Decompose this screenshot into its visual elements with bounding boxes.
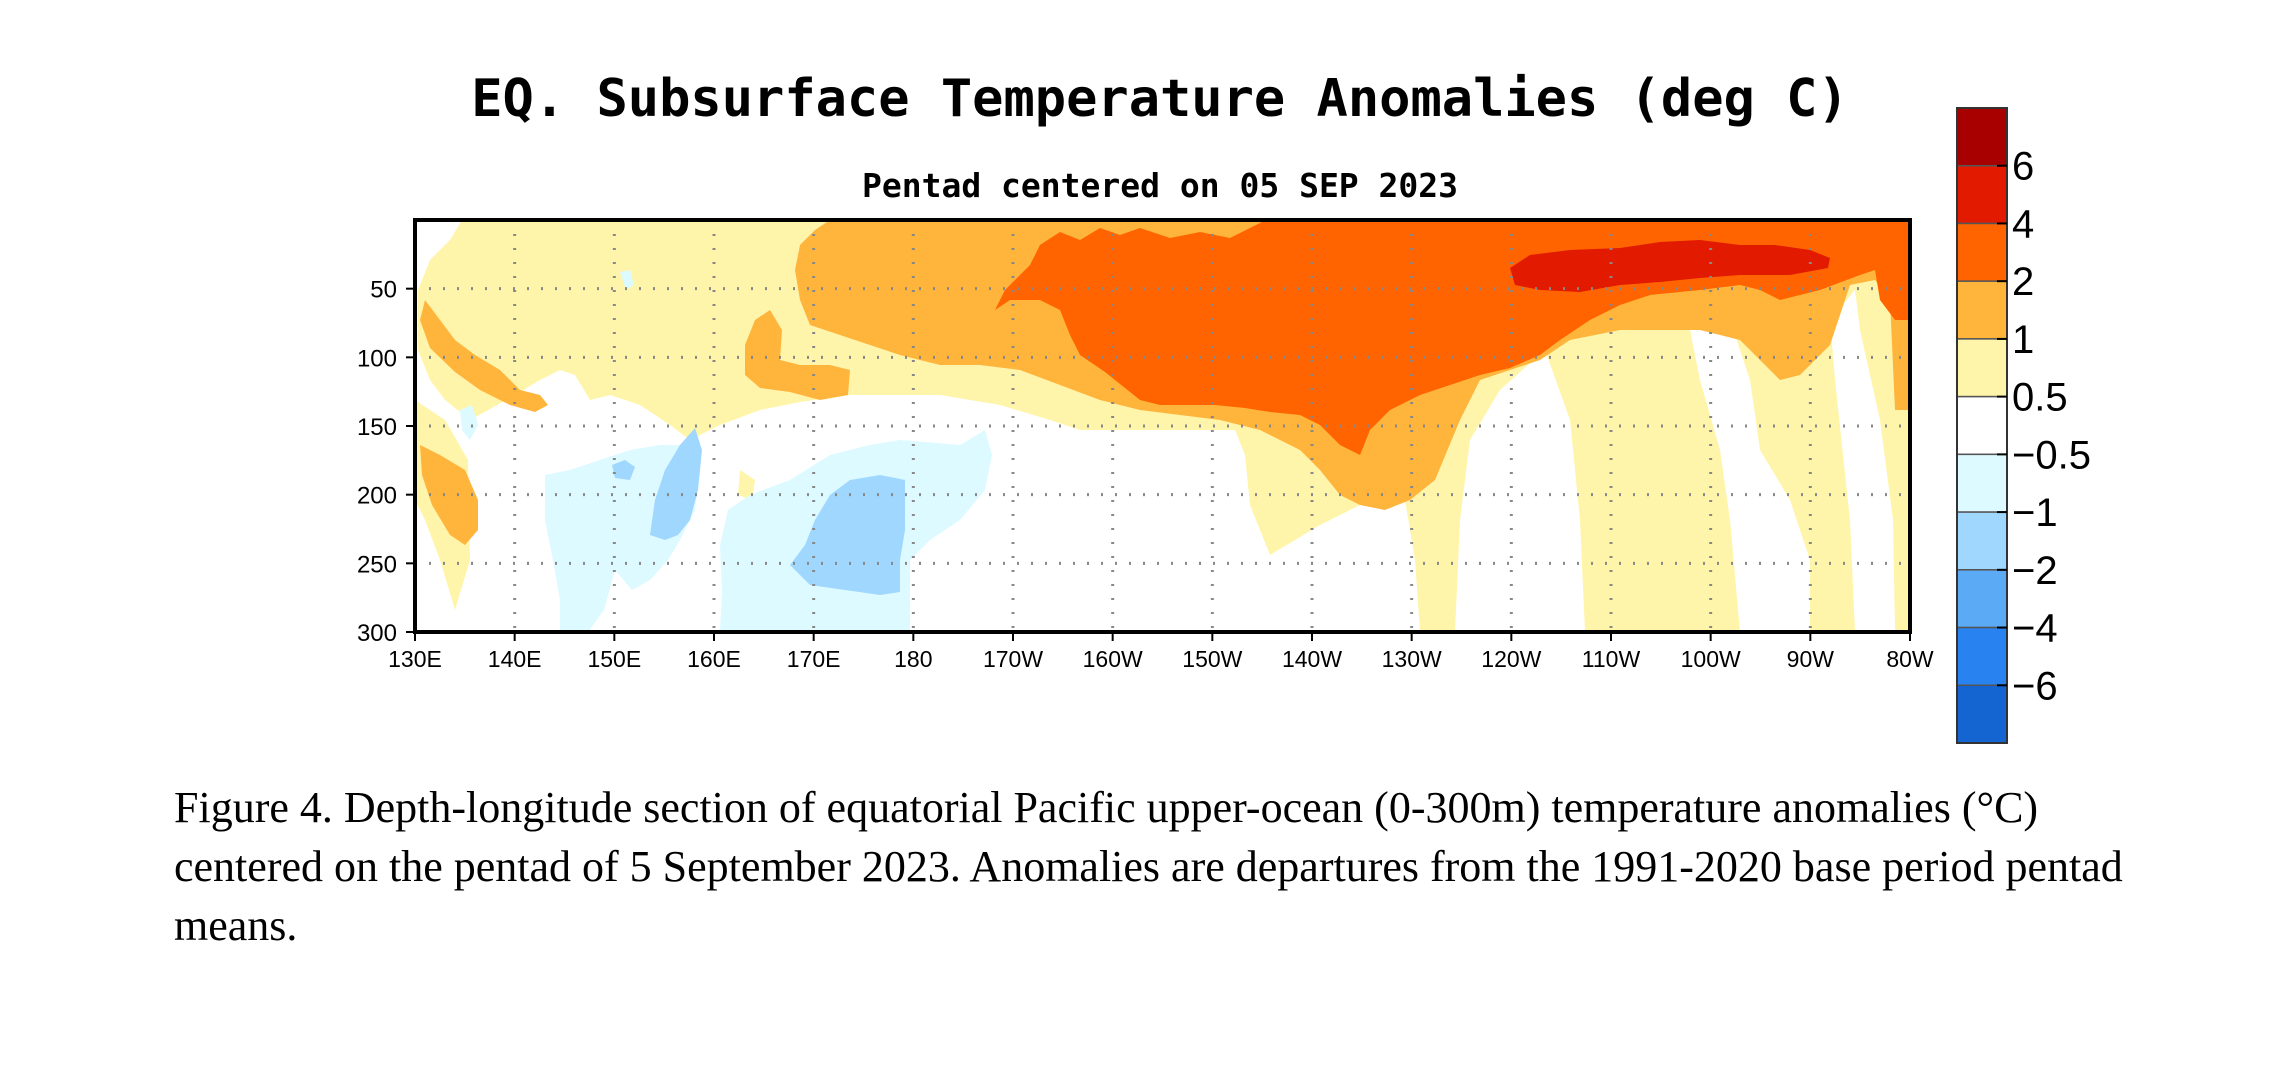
y-tick-label: 250 bbox=[357, 551, 397, 578]
figure-caption: Figure 4. Depth-longitude section of equ… bbox=[174, 783, 2123, 950]
y-tick-label: 150 bbox=[357, 414, 397, 441]
anomaly-minus-0.5-to-minus-1-region-small bbox=[620, 270, 634, 290]
x-axis: 130E 140E 150E 160E 170E 180 170W 160W 150W 140W 1… bbox=[388, 632, 1934, 672]
colorbar-label: −6 bbox=[2012, 664, 2058, 708]
colorbar-label: 6 bbox=[2012, 145, 2034, 189]
colorbar-label: −2 bbox=[2012, 549, 2058, 593]
anomaly-1-to-2-region-west bbox=[420, 300, 548, 412]
y-tick-label: 200 bbox=[357, 483, 397, 510]
chart-subtitle: Pentad centered on 05 SEP 2023 bbox=[862, 166, 1458, 205]
y-tick-label: 50 bbox=[370, 277, 397, 304]
colorbar-swatch bbox=[1956, 107, 2008, 167]
colorbar-swatch bbox=[1956, 626, 2008, 687]
x-tick-label: 130E bbox=[388, 646, 442, 672]
x-tick-label: 140W bbox=[1282, 646, 1342, 672]
colorbar: 6 4 2 1 0.5 −0.5 −1 −2 −4 −6 bbox=[1956, 107, 2091, 744]
x-tick-label: 110W bbox=[1582, 646, 1641, 672]
colorbar-swatch bbox=[1956, 280, 2008, 340]
colorbar-swatch bbox=[1956, 222, 2008, 282]
colorbar-label: 1 bbox=[2012, 318, 2034, 362]
x-tick-label: 150W bbox=[1182, 646, 1242, 672]
x-tick-label: 100W bbox=[1681, 646, 1741, 672]
colorbar-swatch bbox=[1956, 511, 2008, 571]
colorbar-swatch bbox=[1956, 684, 2008, 744]
x-tick-label: 160E bbox=[687, 646, 741, 672]
anomaly-minus-0.5-to-minus-1-region-small2 bbox=[460, 405, 478, 440]
x-tick-label: 140E bbox=[488, 646, 542, 672]
colorbar-label: −1 bbox=[2012, 491, 2058, 535]
anomaly-1-to-2-region-west-deep bbox=[420, 445, 478, 545]
anomaly-field bbox=[415, 220, 1910, 632]
chart-title: EQ. Subsurface Temperature Anomalies (de… bbox=[471, 69, 1849, 129]
x-tick-label: 180 bbox=[894, 646, 932, 672]
y-tick-label: 300 bbox=[357, 620, 397, 647]
anomaly-minus-1-to-minus-2-region-small bbox=[612, 460, 635, 480]
colorbar-swatch bbox=[1956, 338, 2008, 398]
colorbar-label: 0.5 bbox=[2012, 376, 2068, 420]
anomaly-minus-1-to-minus-2-region bbox=[790, 475, 905, 595]
colorbar-label: −0.5 bbox=[2012, 433, 2091, 477]
x-tick-label: 160W bbox=[1083, 646, 1143, 672]
x-tick-label: 150E bbox=[587, 646, 641, 672]
colorbar-frame bbox=[1956, 107, 2008, 744]
anomaly-4-to-6-region bbox=[1510, 240, 1830, 292]
anomaly-minus-1-to-minus-2-region-west bbox=[650, 428, 702, 540]
colorbar-swatch bbox=[1956, 164, 2008, 225]
y-tick-label: 100 bbox=[357, 345, 397, 372]
x-tick-label: 130W bbox=[1382, 646, 1442, 672]
colorbar-swatch bbox=[1956, 453, 2008, 513]
x-tick-label: 170E bbox=[787, 646, 841, 672]
x-tick-label: 120W bbox=[1481, 646, 1541, 672]
colorbar-swatch bbox=[1956, 395, 2008, 456]
colorbar-label: 2 bbox=[2012, 260, 2034, 304]
x-tick-label: 170W bbox=[983, 646, 1043, 672]
chart-svg: EQ. Subsurface Temperature Anomalies (de… bbox=[357, 69, 2091, 744]
x-tick-label: 90W bbox=[1787, 646, 1835, 672]
colorbar-swatch bbox=[1956, 569, 2008, 629]
colorbar-label: 4 bbox=[2012, 202, 2034, 246]
anomaly-0.5-to-1-region-dateline bbox=[738, 470, 755, 500]
y-axis: 50 100 150 200 250 300 bbox=[357, 277, 415, 647]
anomaly-1-to-2-region-mid bbox=[745, 310, 850, 400]
colorbar-label: −4 bbox=[2012, 607, 2058, 651]
x-tick-label: 80W bbox=[1886, 646, 1934, 672]
